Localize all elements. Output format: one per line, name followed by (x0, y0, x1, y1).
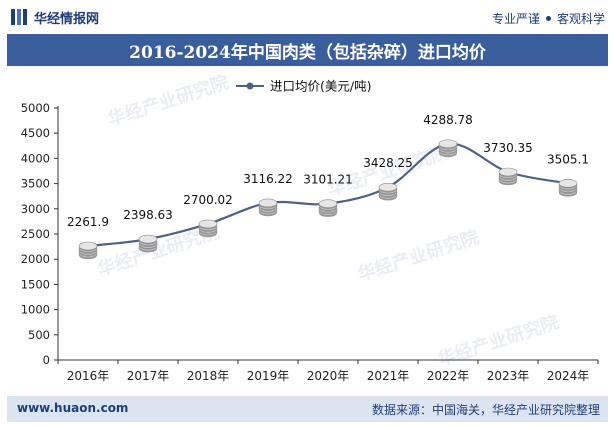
x-tick-label: 2017年 (127, 369, 170, 383)
legend-label: 进口均价(美元/吨) (270, 79, 371, 94)
data-point-marker (318, 199, 338, 217)
data-label: 3101.21 (303, 173, 353, 187)
chart-title-bar: 2016-2024年中国肉类（包括杂碎）进口均价 (7, 34, 608, 66)
footer-source: 数据来源：中国海关，华经产业研究院整理 (371, 403, 600, 417)
data-label: 4288.78 (423, 113, 473, 127)
tagline-left: 专业严谨 (491, 12, 540, 26)
footer-bar: www.huaon.com 数据来源：中国海关，华经产业研究院整理 (7, 396, 608, 422)
x-tick-label: 2024年 (547, 369, 590, 383)
brand-logo-icon (11, 9, 27, 25)
watermark-text: 华经产业研究院 (355, 226, 482, 286)
watermark-text: 华经产业研究院 (105, 71, 232, 131)
brand-name: 华经情报网 (34, 11, 100, 27)
x-tick-label: 2023年 (487, 369, 530, 383)
tagline-dot-icon (545, 16, 551, 21)
footer-website-link[interactable]: www.huaon.com (17, 401, 129, 415)
legend-marker-swatch (246, 82, 254, 90)
y-tick-label: 2500 (21, 227, 50, 241)
chart-title: 2016-2024年中国肉类（包括杂碎）进口均价 (129, 42, 486, 63)
top-bar: 华经情报网 专业严谨 客观科学 (0, 0, 615, 34)
data-label: 2398.63 (123, 208, 173, 222)
data-point-marker (498, 167, 518, 186)
data-label: 3730.35 (483, 141, 533, 155)
data-label: 3116.22 (243, 172, 293, 186)
y-tick-label: 1000 (21, 303, 50, 317)
y-tick-label: 4000 (21, 151, 50, 165)
watermark-text: 华经产业研究院 (435, 311, 562, 371)
y-tick-label: 3500 (21, 177, 50, 191)
y-tick-label: 0 (43, 353, 50, 367)
x-tick-label: 2022年 (427, 369, 470, 383)
data-label: 2261.9 (67, 215, 109, 229)
data-label: 3505.1 (547, 152, 589, 166)
data-point-marker (78, 241, 98, 260)
tagline: 专业严谨 客观科学 (492, 10, 605, 27)
data-point-marker (258, 198, 278, 217)
y-tick-label: 2000 (21, 252, 50, 266)
data-label: 3428.25 (363, 156, 413, 170)
data-point-marker (438, 139, 458, 158)
chart-area: 华经产业研究院 华经产业研究院 华经产业研究院 华经产业研究院 华经产业研究院 0 500 1… (0, 66, 615, 396)
data-point-marker (138, 234, 158, 253)
brand[interactable]: 华经情报网 (8, 6, 99, 28)
series-line (87, 142, 569, 248)
x-tick-label: 2019年 (247, 369, 290, 383)
y-tick-label: 4500 (21, 126, 50, 140)
data-label: 2700.02 (183, 193, 233, 207)
data-point-marker (558, 179, 578, 197)
x-tick-label: 2016年 (67, 369, 110, 383)
y-tick-label: 5000 (21, 101, 50, 115)
x-tick-label: 2021年 (367, 369, 410, 383)
x-tick-label: 2020年 (307, 369, 350, 383)
y-tick-label: 3000 (21, 202, 50, 216)
data-point-marker (378, 182, 398, 201)
data-point-marker (198, 219, 218, 238)
y-tick-label: 500 (28, 328, 50, 342)
y-tick-label: 1500 (21, 277, 50, 291)
x-tick-label: 2018年 (187, 369, 230, 383)
tagline-right: 客观科学 (556, 12, 605, 26)
